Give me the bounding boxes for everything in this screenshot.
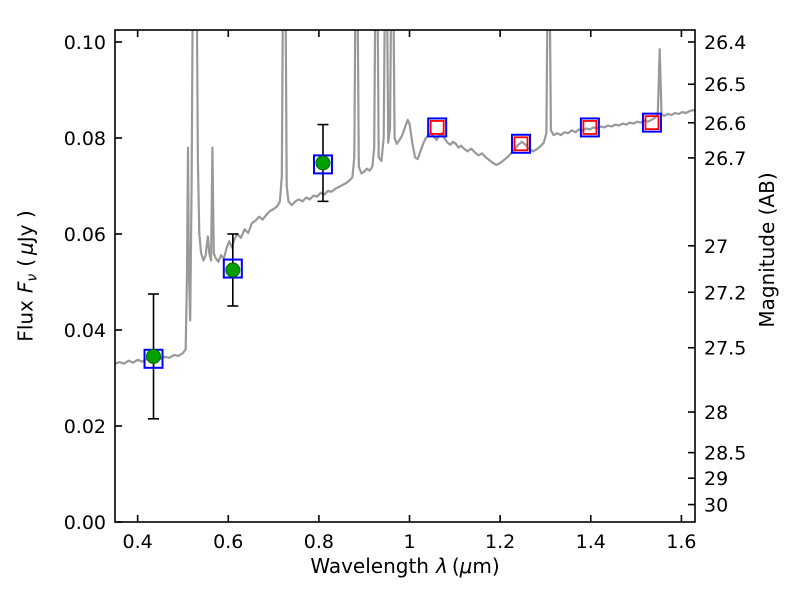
nu-subscript: ν	[24, 273, 41, 282]
x-axis-unit-close: m)	[472, 554, 500, 578]
y-tick-label-right: 30	[704, 495, 728, 517]
y-tick-label-right: 27.5	[704, 338, 746, 360]
photometry-square-red	[644, 115, 660, 131]
y-tick-label-right: 26.5	[704, 74, 746, 96]
x-tick-label: 1.4	[576, 531, 606, 553]
photometry-circle-green	[315, 155, 331, 171]
x-tick-label: 0.6	[213, 531, 243, 553]
y-tick-label-right: 28.5	[704, 443, 746, 465]
y-tick-label-left: 0.04	[64, 320, 106, 342]
y-tick-label-right: 29	[704, 468, 728, 490]
photometry-circle-green	[225, 262, 241, 278]
y-tick-label-right: 26.6	[704, 113, 746, 135]
y-tick-label-left: 0.10	[64, 32, 106, 54]
plot-frame	[114, 29, 696, 523]
photometry-square-red	[582, 120, 598, 135]
model-spectrum-line	[115, 30, 695, 365]
lambda-symbol: λ	[435, 554, 448, 578]
photometry-square-red	[513, 136, 529, 152]
mu-symbol-flux: μ	[13, 242, 38, 255]
x-axis-label: Wavelength λ (μm)	[115, 554, 695, 578]
y-axis-unit-open: (	[13, 258, 38, 267]
y-axis-label-right: Magnitude (AB)	[755, 172, 779, 328]
y-axis-label-word: Flux	[13, 300, 38, 342]
x-tick-label: 0.4	[123, 531, 153, 553]
y-tick-label-left: 0.00	[64, 512, 106, 534]
y-tick-label-right: 26.7	[704, 148, 746, 170]
photometry-square-blue	[427, 117, 448, 138]
y-tick-label-right: 27.2	[704, 282, 746, 304]
y-axis-label-left: Flux Fν ( μJy )	[14, 210, 41, 341]
photometry-circle-green	[146, 348, 162, 364]
photometry-square-red	[429, 120, 445, 135]
y-tick-label-right: 28	[704, 402, 728, 424]
y-tick-label-right: 27	[704, 236, 728, 258]
y-tick-label-left: 0.08	[64, 128, 106, 150]
x-tick-label: 1	[403, 531, 415, 553]
flux-symbol: F	[13, 281, 38, 294]
x-tick-label: 1.2	[485, 531, 515, 553]
photometry-square-blue	[222, 258, 243, 279]
mu-symbol: μ	[459, 554, 473, 578]
photometry-square-blue	[511, 133, 531, 154]
x-tick-label: 1.6	[666, 531, 696, 553]
photometry-square-blue	[312, 154, 333, 175]
y-tick-label-left: 0.02	[64, 416, 106, 438]
y-tick-label-left: 0.06	[64, 224, 106, 246]
y-axis-unit-close: Jy )	[13, 210, 38, 243]
x-axis-label-word: Wavelength	[310, 554, 429, 578]
x-axis-unit-open: (	[451, 554, 460, 578]
photometry-square-blue	[641, 112, 662, 133]
x-tick-label: 0.8	[304, 531, 334, 553]
y-tick-label-right: 26.4	[704, 32, 746, 54]
photometry-square-blue	[579, 117, 600, 138]
